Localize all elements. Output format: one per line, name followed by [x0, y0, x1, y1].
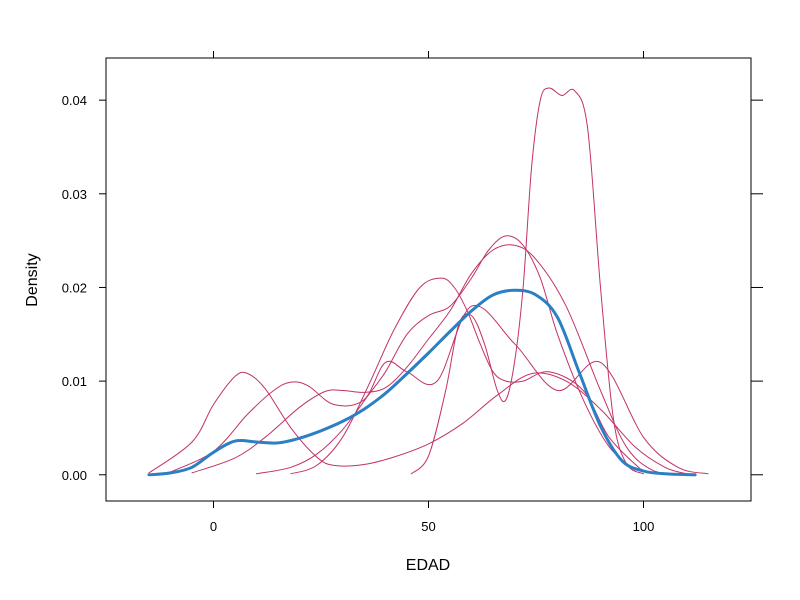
y-axis-title: Density [24, 253, 41, 306]
plot-panel [105, 57, 752, 502]
y-tick-label: 0.01 [62, 374, 87, 389]
y-tick-label: 0.04 [62, 93, 87, 108]
overall-density-line [147, 288, 697, 477]
group-density-line [148, 371, 687, 475]
y-tick-label: 0.03 [62, 187, 87, 202]
x-tick-label: 100 [633, 519, 655, 534]
x-tick-label: 0 [210, 519, 217, 534]
group-density-line [290, 277, 644, 475]
y-tick-label: 0.00 [62, 468, 87, 483]
group-density-line [170, 304, 709, 475]
y-tick-label: 0.02 [62, 280, 87, 295]
group-density-line [191, 244, 679, 475]
group-density-line [410, 87, 644, 475]
x-tick-label: 50 [421, 519, 435, 534]
group-density-line [256, 235, 636, 475]
x-axis-title: EDAD [406, 557, 450, 574]
x-axis: 0 50 100 [210, 51, 654, 534]
density-curves [147, 87, 709, 477]
y-axis: 0.00 0.01 0.02 0.03 0.04 [62, 93, 763, 483]
